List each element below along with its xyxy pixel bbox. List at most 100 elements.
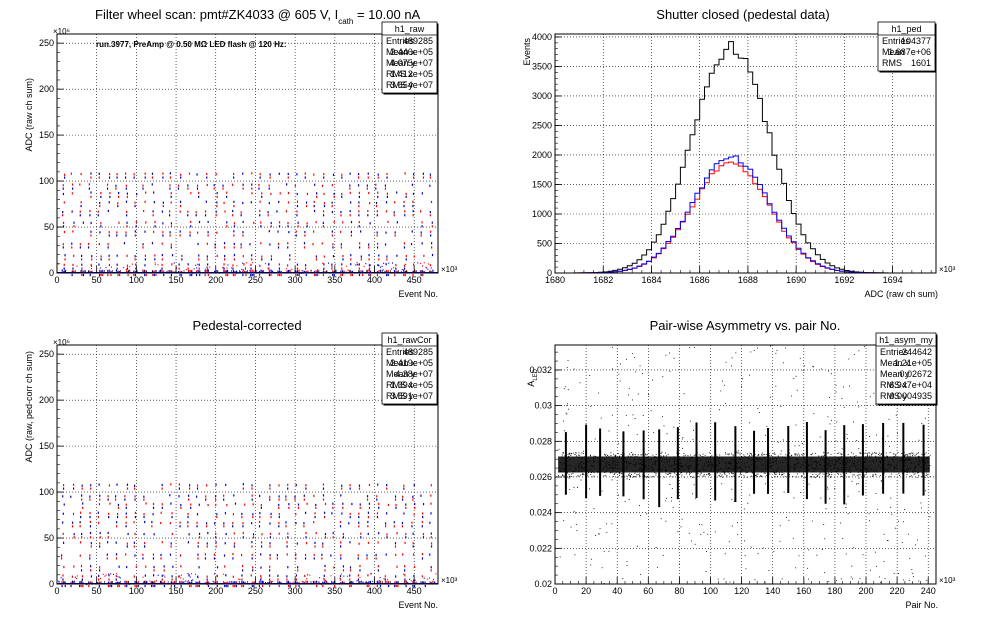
data-point xyxy=(864,475,866,477)
data-point xyxy=(395,575,397,578)
data-point xyxy=(867,453,869,455)
data-point xyxy=(89,554,91,557)
data-point xyxy=(323,268,325,270)
data-point xyxy=(635,463,636,465)
data-point xyxy=(107,246,109,249)
data-point xyxy=(789,455,791,457)
data-point xyxy=(908,468,910,470)
data-point xyxy=(904,455,906,456)
stats-name: h1_ped xyxy=(891,24,921,34)
data-point xyxy=(430,566,432,569)
data-point xyxy=(634,472,636,474)
x-tick-label: 200 xyxy=(208,586,223,596)
data-point xyxy=(610,466,612,468)
data-point xyxy=(126,254,128,257)
data-point xyxy=(115,184,117,187)
data-point xyxy=(828,475,830,477)
data-point xyxy=(301,270,303,272)
data-point xyxy=(762,464,764,466)
stats-key: Mean xyxy=(882,47,905,57)
data-point xyxy=(331,201,333,204)
data-point xyxy=(386,176,388,179)
data-point xyxy=(62,192,65,196)
stats-value: 1.394e+05 xyxy=(390,380,433,390)
data-point xyxy=(630,463,632,465)
data-point xyxy=(189,576,191,578)
data-point xyxy=(598,533,600,535)
data-point xyxy=(127,273,129,277)
data-point xyxy=(608,468,610,469)
data-point xyxy=(873,471,875,473)
data-point xyxy=(773,550,775,552)
data-point xyxy=(627,465,629,467)
data-point xyxy=(601,567,603,569)
data-point xyxy=(838,452,840,454)
data-point xyxy=(918,464,920,466)
data-point xyxy=(118,581,120,585)
data-point xyxy=(848,358,850,360)
data-point xyxy=(423,254,425,257)
data-point xyxy=(823,452,825,454)
data-point xyxy=(644,468,646,470)
data-point xyxy=(169,522,172,525)
data-point xyxy=(610,452,612,454)
data-point xyxy=(315,258,317,261)
data-point xyxy=(118,565,120,568)
data-point xyxy=(136,270,138,273)
data-point xyxy=(195,211,197,214)
data-point xyxy=(831,471,832,473)
data-point xyxy=(116,513,119,516)
data-point xyxy=(567,403,568,405)
data-point xyxy=(341,192,343,196)
data-point xyxy=(264,262,266,265)
data-point xyxy=(349,209,351,213)
data-point xyxy=(764,472,766,474)
data-point xyxy=(188,584,191,588)
data-point xyxy=(251,172,253,175)
data-point xyxy=(617,464,619,465)
data-point xyxy=(717,466,719,468)
data-point xyxy=(802,443,804,444)
data-point xyxy=(142,246,144,249)
data-point xyxy=(377,565,379,568)
data-point xyxy=(367,172,369,175)
data-point xyxy=(748,466,750,467)
data-point xyxy=(838,469,840,471)
data-point xyxy=(839,463,841,464)
data-point xyxy=(261,192,263,195)
data-point xyxy=(724,553,726,555)
histogram-series-2 xyxy=(555,155,936,274)
data-point xyxy=(277,242,280,246)
data-point xyxy=(735,472,737,474)
data-point xyxy=(222,187,224,190)
data-point xyxy=(912,470,914,471)
data-point xyxy=(187,515,189,519)
data-point xyxy=(921,454,923,455)
y-tick-label: 2500 xyxy=(532,120,552,130)
data-point xyxy=(665,455,667,457)
data-point xyxy=(435,573,437,575)
data-point xyxy=(835,384,837,386)
data-point xyxy=(89,525,92,528)
data-point xyxy=(109,584,111,588)
data-point xyxy=(853,547,855,549)
data-point xyxy=(222,267,224,269)
data-point xyxy=(386,580,388,584)
data-point xyxy=(626,461,628,462)
data-point xyxy=(360,270,362,273)
data-point xyxy=(883,533,885,535)
data-point xyxy=(916,461,918,463)
data-point xyxy=(864,473,866,475)
data-point xyxy=(611,523,613,525)
data-point xyxy=(117,576,119,578)
data-point xyxy=(834,465,835,467)
data-point xyxy=(644,463,646,465)
data-point xyxy=(233,204,235,208)
data-point xyxy=(800,492,802,493)
data-point xyxy=(269,532,271,535)
data-point xyxy=(915,544,917,546)
data-point xyxy=(921,472,923,474)
data-point xyxy=(599,528,601,530)
data-point xyxy=(731,488,733,490)
data-point xyxy=(298,269,300,272)
